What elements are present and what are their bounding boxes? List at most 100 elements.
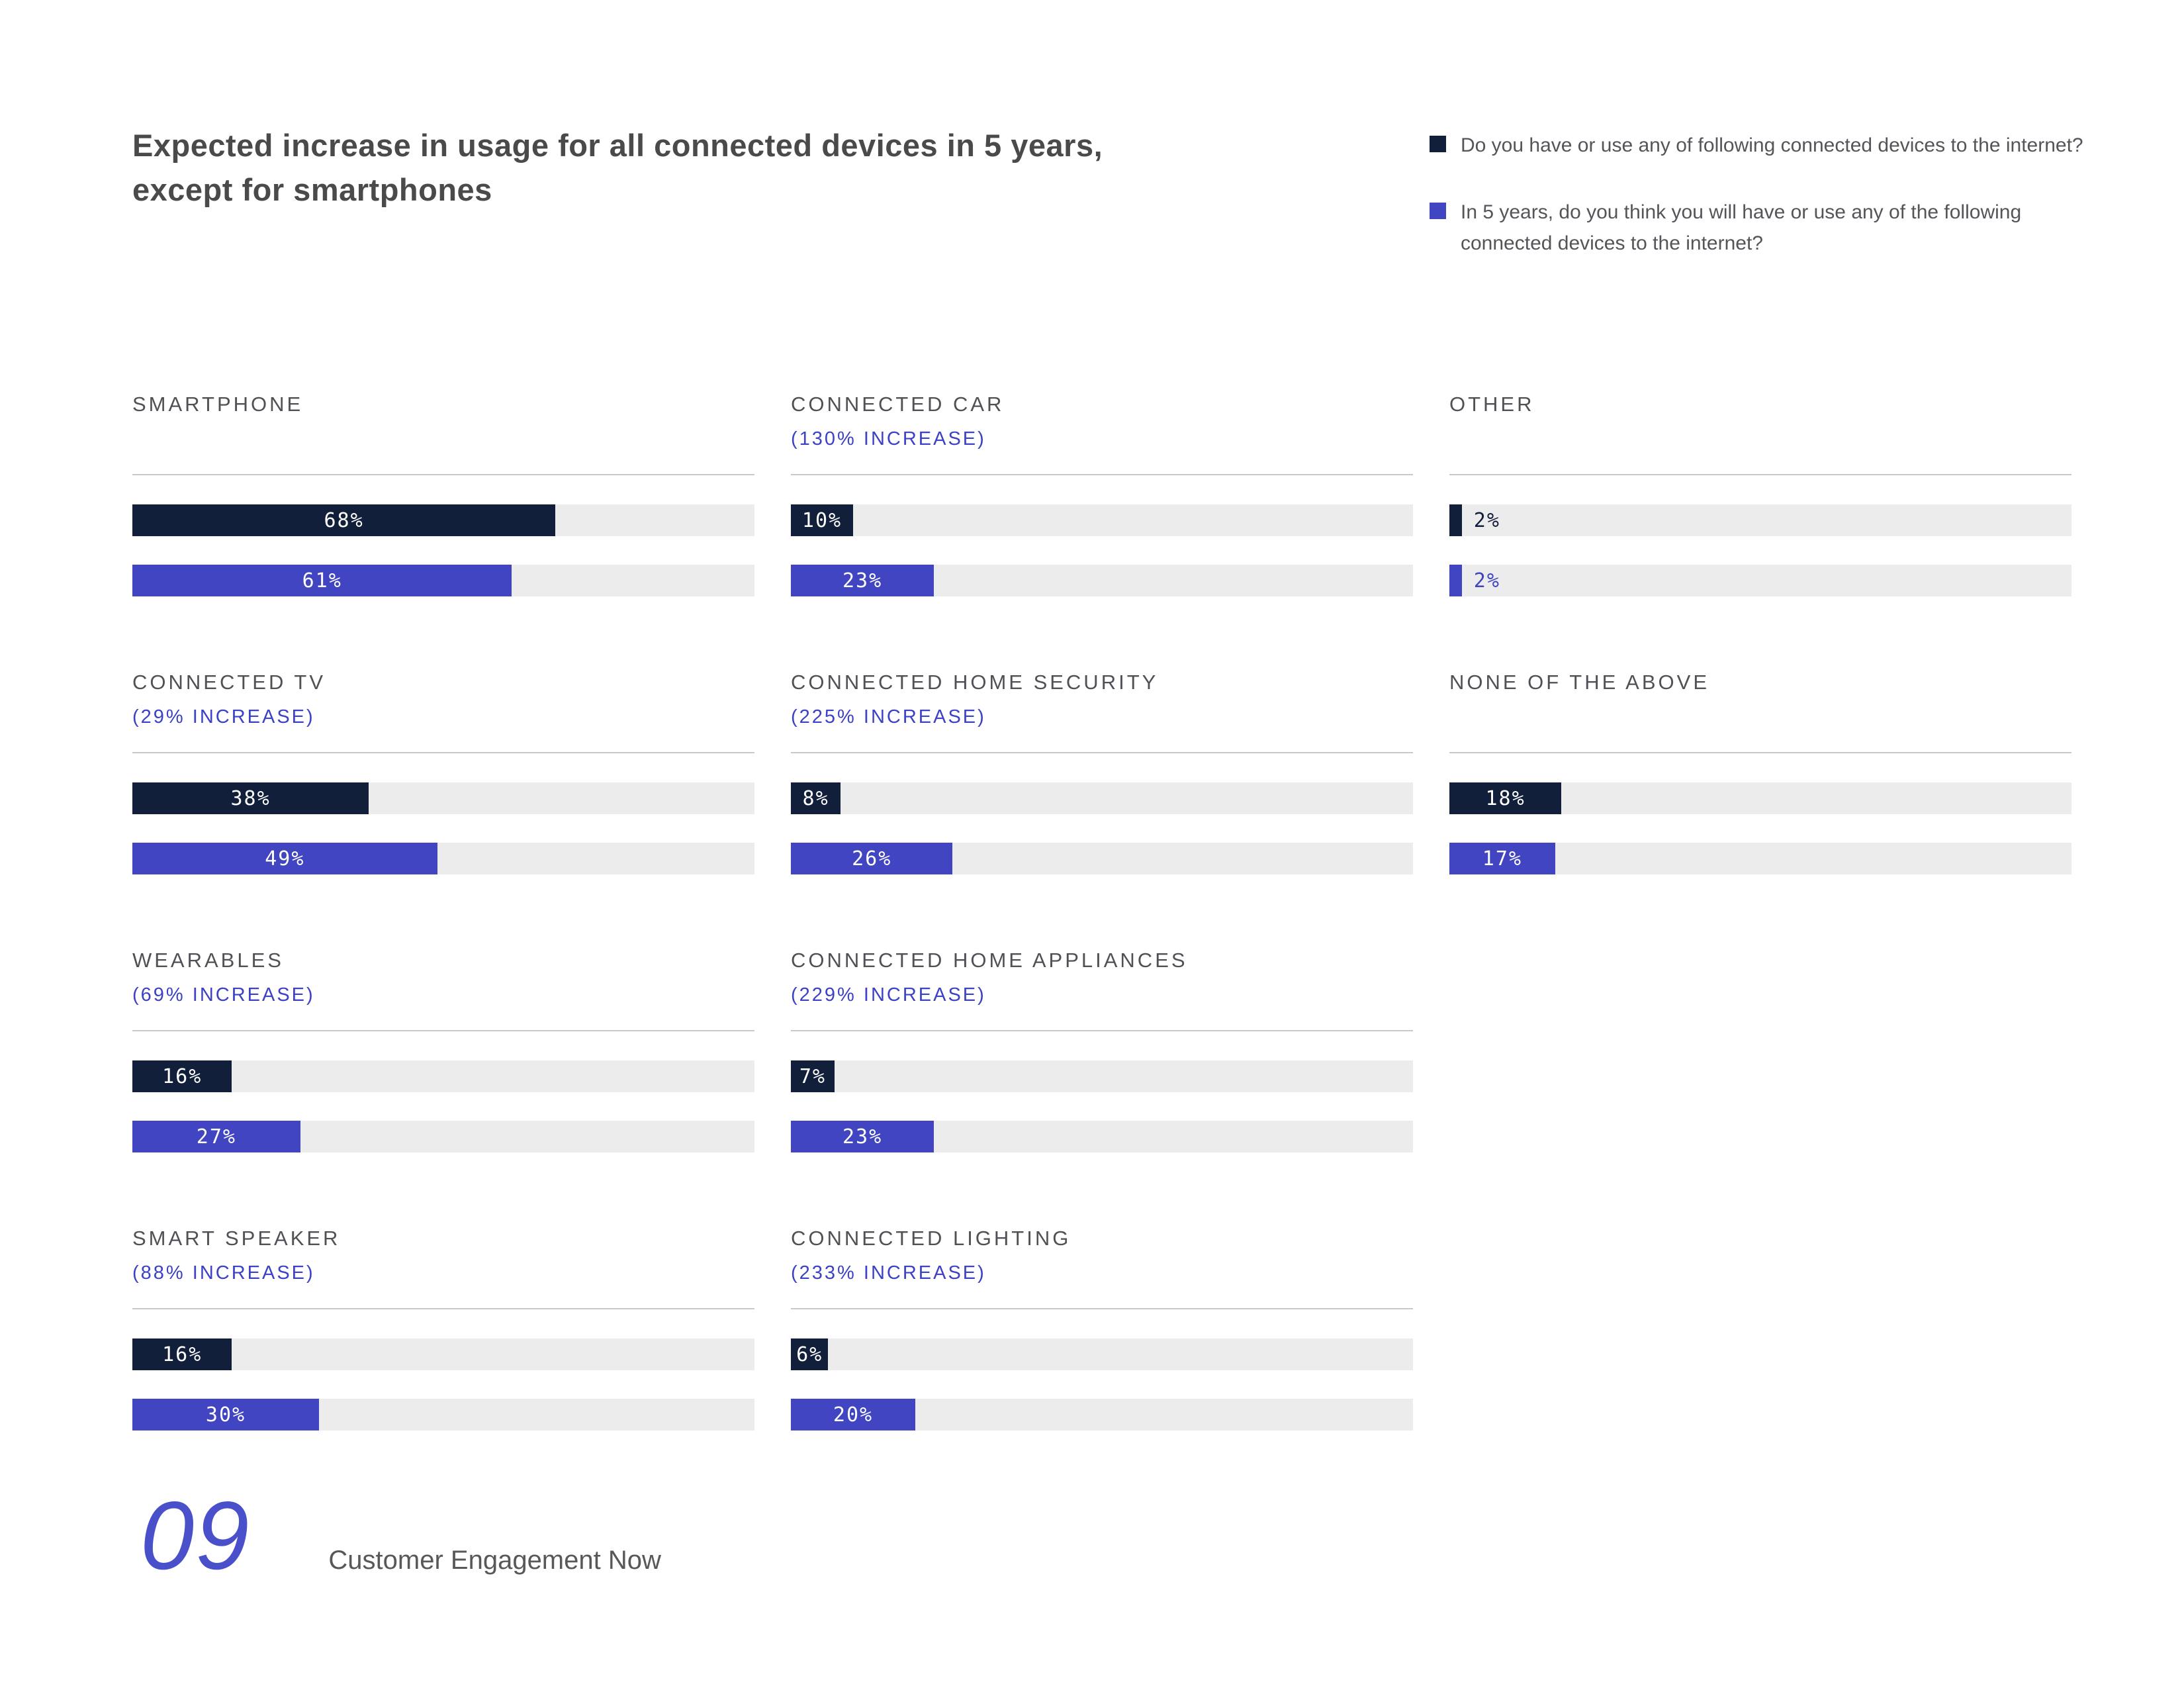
section-divider [791,1030,1413,1031]
bar-track-future: 2% [1449,565,2071,596]
bar-value-label-now: 2% [1473,508,1500,532]
section-title: SMARTPHONE [132,393,304,416]
footer: 09 Customer Engagement Now [140,1485,661,1587]
legend-swatch-navy-icon [1430,136,1446,152]
legend-item-future: In 5 years, do you think you will have o… [1430,197,2091,259]
bar-fill-future: 26% [791,843,953,874]
bar-fill-now: 7% [791,1060,835,1092]
bar-track-now: 68% [132,504,754,536]
section-divider [132,752,754,753]
bar-fill-future: 20% [791,1399,915,1430]
bar-value-label-now: 68% [324,508,364,532]
bar-fill-future: 27% [132,1121,300,1152]
bar-track-now: 7% [791,1060,1413,1092]
bar-value-label-now: 7% [799,1064,826,1088]
bar-fill-now: 68% [132,504,556,536]
bar-value-label-future: 2% [1473,569,1500,592]
bar-track-now: 2% [1449,504,2071,536]
footer-title: Customer Engagement Now [328,1546,661,1575]
bar-track-now: 16% [132,1060,754,1092]
bar-track-now: 6% [791,1338,1413,1370]
section-other: OTHER 2% 2% [1449,392,2071,670]
section-title: CONNECTED CAR [791,393,1005,416]
charts-grid: SMARTPHONE 68% 61% CONNECTED CAR (130% INCRE… [132,392,2071,1504]
section-smartphone: SMARTPHONE 68% 61% [132,392,754,670]
section-divider [791,752,1413,753]
bar-value-label-future: 17% [1482,847,1522,870]
page-title-line-1: Expected increase in usage for all conne… [132,128,1103,163]
bar-value-label-future: 26% [852,847,892,870]
bar-value-label-now: 18% [1485,786,1525,810]
bar-fill-now: 38% [132,782,369,814]
section-increase-label: (229% INCREASE) [791,984,986,1006]
bar-value-label-future: 30% [205,1403,246,1427]
bar-fill-now: 16% [132,1060,232,1092]
bar-track-future: 17% [1449,843,2071,874]
bar-fill-future: 30% [132,1399,319,1430]
section-increase-label: (88% INCREASE) [132,1262,315,1284]
bar-track-future: 23% [791,1121,1413,1152]
page-title: Expected increase in usage for all conne… [132,123,1103,212]
section-title: CONNECTED HOME APPLIANCES [791,949,1188,972]
bar-track-future: 49% [132,843,754,874]
section-increase-label: (69% INCREASE) [132,984,315,1006]
section-connected-home-appliances: CONNECTED HOME APPLIANCES (229% INCREASE)… [791,948,1413,1226]
section-connected-car: CONNECTED CAR (130% INCREASE) 10% 23% [791,392,1413,670]
bar-fill-now: 6% [791,1338,829,1370]
section-wearables: WEARABLES (69% INCREASE) 16% 27% [132,948,754,1226]
bar-track-future: 20% [791,1399,1413,1430]
bar-value-label-future: 23% [842,569,883,592]
bar-value-label-future: 23% [842,1125,883,1149]
bar-value-label-now: 10% [801,508,842,532]
bar-fill-future: 17% [1449,843,1555,874]
bar-track-now: 38% [132,782,754,814]
bar-fill-now: 8% [791,782,841,814]
legend-label: In 5 years, do you think you will have o… [1461,201,2022,254]
bar-fill-now: 18% [1449,782,1562,814]
page-title-line-2: except for smartphones [132,172,492,207]
section-increase-label: (225% INCREASE) [791,706,986,727]
bar-track-future: 61% [132,565,754,596]
section-title: OTHER [1449,393,1535,416]
section-divider [132,1030,754,1031]
section-increase-label: (233% INCREASE) [791,1262,986,1284]
bar-track-now: 8% [791,782,1413,814]
section-title: WEARABLES [132,949,284,972]
bar-value-label-future: 61% [302,569,342,592]
bar-value-label-now: 8% [802,786,829,810]
bar-value-label-future: 49% [265,847,305,870]
section-title: SMART SPEAKER [132,1227,341,1250]
bar-value-label-now: 38% [230,786,271,810]
section-divider [132,474,754,475]
section-smart-speaker: SMART SPEAKER (88% INCREASE) 16% 30% [132,1226,754,1504]
section-divider [791,474,1413,475]
section-divider [1449,474,2071,475]
bar-value-label-future: 20% [833,1403,874,1427]
section-none-of-the-above: NONE OF THE ABOVE 18% 17% [1449,670,2071,948]
bar-track-future: 23% [791,565,1413,596]
section-title: CONNECTED HOME SECURITY [791,671,1159,694]
bar-value-label-future: 27% [196,1125,236,1149]
bar-fill-future: 23% [791,1121,934,1152]
bar-fill-future: 61% [132,565,512,596]
legend-swatch-blue-icon [1430,203,1446,219]
bar-fill-future [1449,565,1462,596]
bar-track-now: 10% [791,504,1413,536]
bar-value-label-now: 16% [162,1342,203,1366]
section-divider [132,1308,754,1309]
bar-fill-future: 23% [791,565,934,596]
bar-fill-now: 10% [791,504,853,536]
bar-track-future: 30% [132,1399,754,1430]
bar-track-now: 16% [132,1338,754,1370]
section-divider [791,1308,1413,1309]
section-connected-tv: CONNECTED TV (29% INCREASE) 38% 49% [132,670,754,948]
legend: Do you have or use any of following conn… [1430,130,2091,295]
section-divider [1449,752,2071,753]
legend-label: Do you have or use any of following conn… [1461,134,2083,156]
bar-track-now: 18% [1449,782,2071,814]
section-increase-label: (29% INCREASE) [132,706,315,727]
section-title: CONNECTED TV [132,671,326,694]
bar-value-label-now: 6% [796,1342,823,1366]
bar-track-future: 26% [791,843,1413,874]
bar-track-future: 27% [132,1121,754,1152]
